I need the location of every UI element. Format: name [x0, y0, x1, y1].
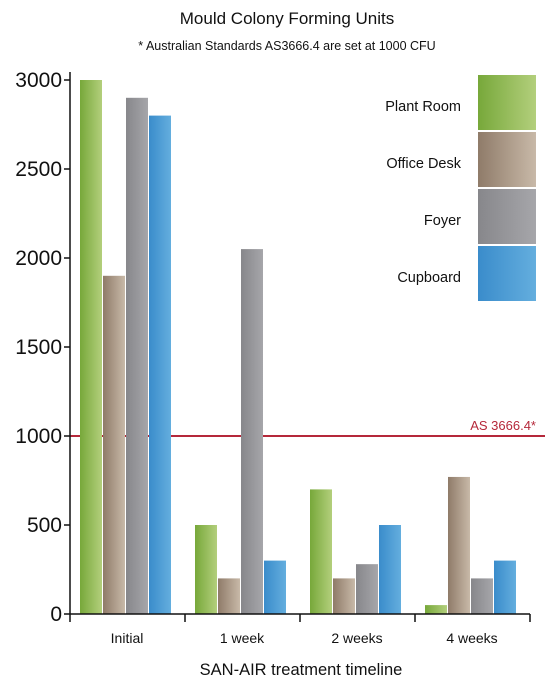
bar-foyer-4-weeks [471, 578, 493, 614]
bar-plant-room-initial [80, 80, 102, 614]
chart-subtitle: * Australian Standards AS3666.4 are set … [138, 39, 435, 53]
x-tick-label: 4 weeks [446, 630, 497, 646]
bar-cupboard-initial [149, 115, 171, 614]
legend-label: Foyer [424, 213, 461, 229]
legend-label: Office Desk [386, 156, 461, 172]
bar-cupboard-1-week [264, 560, 286, 614]
legend-label: Plant Room [385, 99, 461, 115]
y-tick-label: 1000 [15, 425, 62, 448]
legend-label: Cupboard [397, 270, 461, 286]
y-tick-label: 0 [50, 603, 62, 626]
y-tick-label: 2500 [15, 158, 62, 181]
bar-office-desk-2-weeks [333, 578, 355, 614]
y-tick-label: 500 [27, 514, 62, 537]
legend-swatch [478, 189, 536, 244]
bar-plant-room-2-weeks [310, 489, 332, 614]
bar-office-desk-initial [103, 275, 125, 614]
legend-swatch [478, 132, 536, 187]
x-tick-label: 1 week [220, 630, 265, 646]
chart-title: Mould Colony Forming Units [180, 9, 394, 28]
bar-office-desk-4-weeks [448, 476, 470, 614]
bar-foyer-initial [126, 97, 148, 615]
x-tick-label: 2 weeks [331, 630, 382, 646]
bar-plant-room-1-week [195, 525, 217, 614]
x-axis-title: SAN-AIR treatment timeline [200, 661, 403, 679]
bar-cupboard-4-weeks [494, 560, 516, 614]
y-tick-label: 2000 [15, 247, 62, 270]
legend-swatch [478, 246, 536, 301]
bar-office-desk-1-week [218, 578, 240, 614]
bar-foyer-1-week [241, 249, 263, 614]
legend-swatch [478, 75, 536, 130]
y-tick-label: 1500 [15, 336, 62, 359]
x-tick-label: Initial [111, 630, 144, 646]
bar-cupboard-2-weeks [379, 525, 401, 614]
bar-plant-room-4-weeks [425, 605, 447, 614]
reference-line-label: AS 3666.4* [470, 418, 536, 433]
y-tick-label: 3000 [15, 69, 62, 92]
bar-foyer-2-weeks [356, 564, 378, 614]
